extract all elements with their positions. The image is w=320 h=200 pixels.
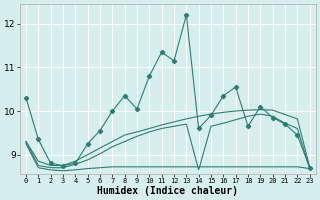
X-axis label: Humidex (Indice chaleur): Humidex (Indice chaleur)	[97, 186, 238, 196]
